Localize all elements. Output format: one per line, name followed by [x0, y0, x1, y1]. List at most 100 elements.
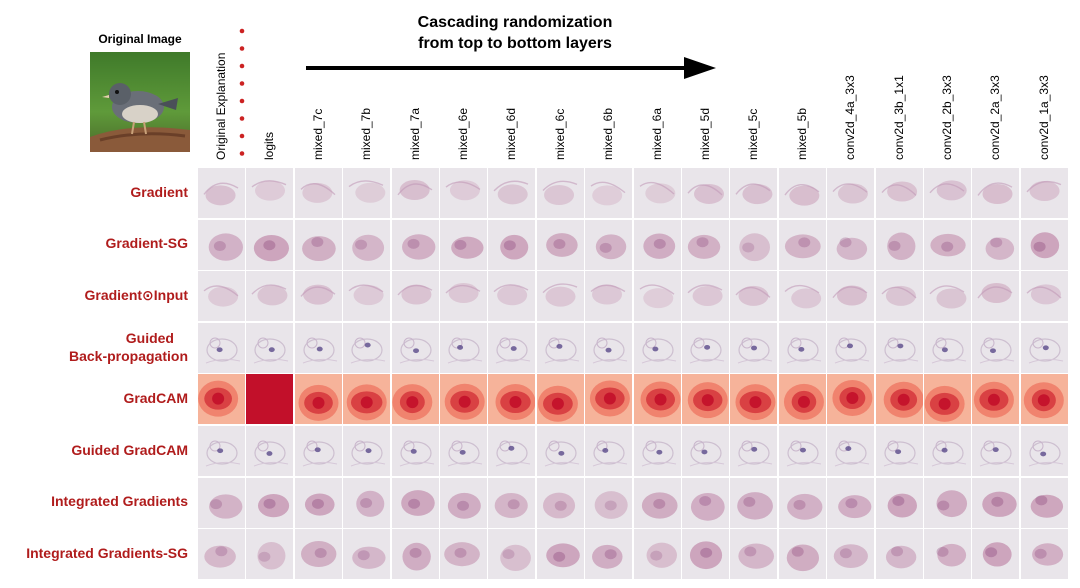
saliency-map-cell [730, 271, 777, 321]
saliency-map-cell [440, 529, 487, 579]
row-label-line: Integrated Gradients [0, 492, 188, 510]
column-label: mixed_6e [456, 108, 470, 160]
saliency-map-cell [392, 168, 439, 218]
column-label: mixed_5c [746, 109, 760, 160]
row-label-line: Gradient-SG [0, 234, 188, 252]
column-label: Original Explanation [214, 53, 228, 160]
saliency-map-cell [198, 478, 245, 528]
saliency-map-cell [779, 323, 826, 373]
saliency-map-cell [440, 323, 487, 373]
saliency-map-cell [488, 220, 535, 270]
saliency-map-cell [1021, 323, 1068, 373]
saliency-map-cell [488, 374, 535, 424]
saliency-map-cell [827, 271, 874, 321]
saliency-map-cell [634, 374, 681, 424]
saliency-map-cell [246, 374, 293, 424]
saliency-map-cell [537, 478, 584, 528]
saliency-map-cell [295, 168, 342, 218]
saliency-map-cell [924, 220, 971, 270]
saliency-map-cell [488, 323, 535, 373]
saliency-map-cell [972, 426, 1019, 476]
saliency-map-cell [246, 426, 293, 476]
title-line-2: from top to bottom layers [360, 33, 670, 54]
saliency-map-cell [585, 478, 632, 528]
red-dot [240, 134, 245, 139]
saliency-map-cell [537, 374, 584, 424]
saliency-map-cell [972, 478, 1019, 528]
saliency-map-cell [440, 374, 487, 424]
column-label: conv2d_3b_1x1 [892, 75, 906, 160]
saliency-map-cell [1021, 478, 1068, 528]
saliency-map-cell [246, 323, 293, 373]
saliency-map-cell [634, 478, 681, 528]
saliency-map-cell [924, 478, 971, 528]
saliency-map-cell [343, 529, 390, 579]
original-bird-image [90, 52, 190, 152]
column-label: mixed_7b [359, 108, 373, 160]
saliency-map-cell [1021, 374, 1068, 424]
saliency-map-cell [440, 426, 487, 476]
column-label: mixed_6b [601, 108, 615, 160]
saliency-map-cell [924, 374, 971, 424]
row-label: Guided Back-propagation [0, 329, 188, 365]
saliency-map-cell [392, 220, 439, 270]
saliency-map-cell [1021, 168, 1068, 218]
saliency-map-cell [537, 168, 584, 218]
saliency-map-cell [585, 220, 632, 270]
column-label: mixed_7c [311, 109, 325, 160]
saliency-map-cell [246, 168, 293, 218]
saliency-map-cell [198, 426, 245, 476]
saliency-map-cell [876, 529, 923, 579]
saliency-map-cell [827, 478, 874, 528]
saliency-map-cell [440, 168, 487, 218]
red-dot [240, 29, 245, 34]
saliency-map-cell [924, 323, 971, 373]
saliency-map-cell [779, 426, 826, 476]
saliency-map-cell [440, 478, 487, 528]
saliency-map-cell [876, 426, 923, 476]
saliency-map-cell [585, 323, 632, 373]
saliency-map-cell [537, 323, 584, 373]
saliency-map-cell [876, 220, 923, 270]
saliency-map-cell [295, 374, 342, 424]
saliency-map-cell [924, 168, 971, 218]
saliency-map-cell [537, 426, 584, 476]
saliency-map-cell [585, 529, 632, 579]
column-label: mixed_6c [553, 109, 567, 160]
saliency-map-cell [295, 271, 342, 321]
saliency-map-cell [198, 220, 245, 270]
saliency-map-cell [972, 374, 1019, 424]
saliency-map-cell [682, 323, 729, 373]
saliency-map-cell [682, 220, 729, 270]
saliency-map-cell [924, 271, 971, 321]
saliency-map-cell [1021, 220, 1068, 270]
row-label: Gradient [0, 183, 188, 201]
saliency-map-cell [972, 271, 1019, 321]
saliency-map-cell [246, 220, 293, 270]
saliency-map-cell [392, 529, 439, 579]
saliency-map-cell [246, 478, 293, 528]
saliency-map-cell [537, 529, 584, 579]
saliency-map-cell [972, 323, 1019, 373]
red-dot [240, 46, 245, 51]
saliency-map-cell [924, 426, 971, 476]
saliency-map-cell [634, 271, 681, 321]
saliency-map-cell [343, 168, 390, 218]
saliency-map-cell [295, 220, 342, 270]
saliency-map-cell [1021, 426, 1068, 476]
row-label: Integrated Gradients [0, 492, 188, 510]
saliency-map-cell [198, 374, 245, 424]
saliency-map-cell [682, 168, 729, 218]
saliency-map-cell [440, 271, 487, 321]
saliency-map-cell [827, 323, 874, 373]
red-dot [240, 99, 245, 104]
saliency-map-cell [972, 529, 1019, 579]
red-dot [240, 151, 245, 156]
saliency-map-cell [682, 478, 729, 528]
row-label: Gradient-SG [0, 234, 188, 252]
saliency-map-cell [343, 323, 390, 373]
saliency-map-cell [876, 168, 923, 218]
saliency-map-cell [730, 529, 777, 579]
column-label: mixed_7a [408, 108, 422, 160]
row-label: Guided GradCAM [0, 441, 188, 459]
